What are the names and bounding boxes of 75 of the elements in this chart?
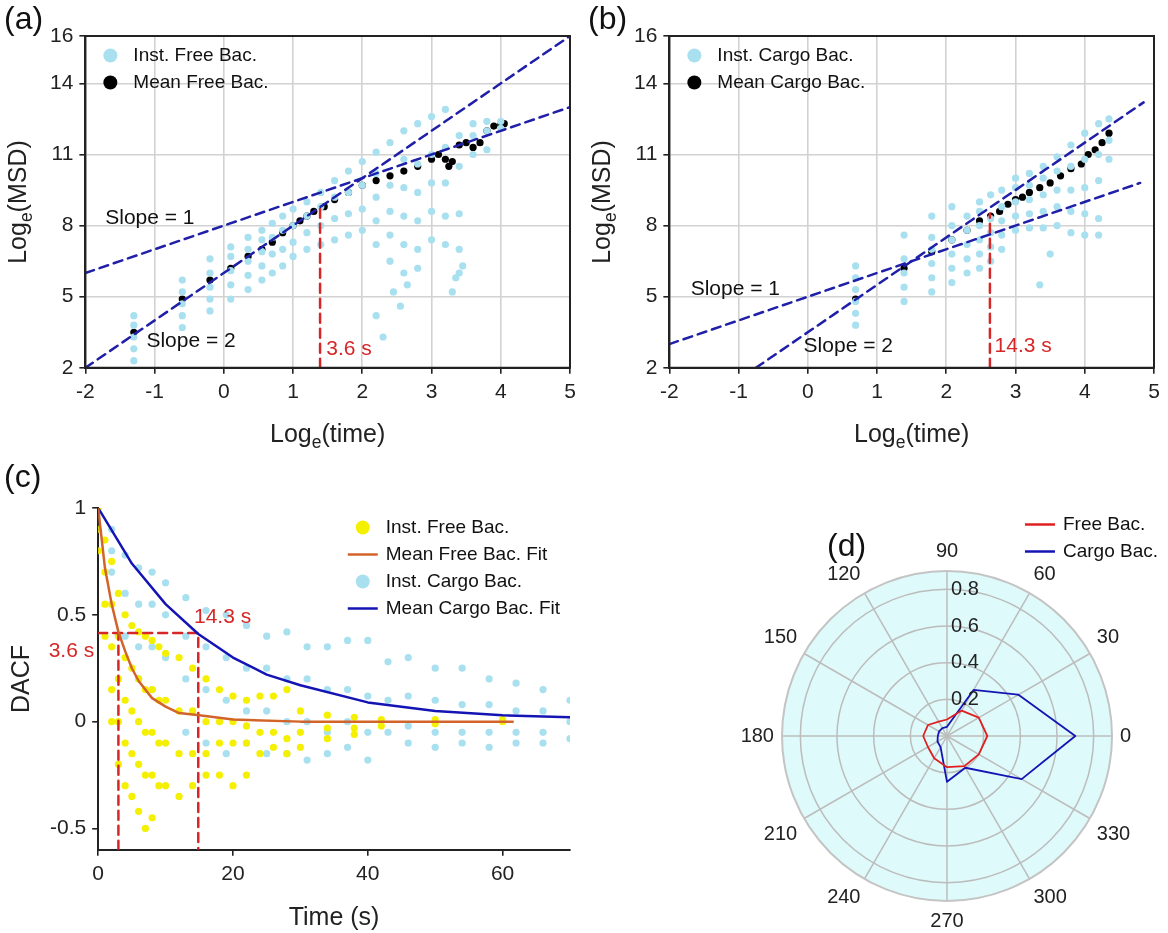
x-tick-label: 4 (1078, 379, 1091, 403)
annotation: Slope = 2 (803, 333, 893, 357)
spoke-label: 30 (1096, 625, 1120, 648)
y-tick-label: 0.6 (951, 613, 979, 636)
spoke-label: 270 (930, 908, 964, 931)
y-tick-label: 8 (645, 212, 658, 236)
chart-title: (b) (588, 0, 628, 37)
x-tick-label: 1 (871, 379, 883, 403)
y-tick-label: 16 (634, 22, 658, 46)
x-tick-label: 1 (287, 379, 299, 403)
legend-label: Mean Cargo Bac. (717, 70, 866, 92)
annotation: 14.3 s (994, 333, 1052, 357)
y-tick-label: 8 (61, 212, 74, 236)
spoke-label: 210 (763, 822, 798, 845)
x-tick-label: -2 (660, 379, 679, 403)
y-tick-label: 0.5 (56, 601, 87, 625)
annotation: 14.3 s (193, 603, 252, 627)
y-tick-label: 2 (61, 354, 74, 378)
x-tick-label: 5 (1148, 379, 1160, 403)
y-tick-label: 0.4 (951, 650, 979, 673)
y-tick-label: 11 (635, 141, 658, 165)
legend-label: Mean Free Bac. (133, 70, 269, 92)
legend-label: Mean Cargo Bac. Fit (385, 596, 561, 618)
y-tick-label: 5 (61, 283, 74, 307)
legend-label: Mean Free Bac. Fit (385, 542, 549, 564)
spoke-label: 330 (1096, 822, 1131, 845)
spoke-label: 90 (935, 538, 959, 561)
y-tick-label: 0 (74, 708, 87, 732)
x-tick-label: -2 (76, 379, 95, 403)
y-tick-label: 5 (645, 283, 658, 307)
annotation: Slope = 1 (105, 205, 195, 229)
chart-title: (c) (4, 458, 42, 495)
spoke-label: 240 (827, 885, 861, 908)
spoke-label: 60 (1033, 561, 1056, 584)
legend-label: Inst. Cargo Bac. (717, 43, 854, 65)
x-tick-label: 2 (356, 379, 369, 403)
y-tick-label: 14 (50, 70, 74, 94)
y-tick-label: 11 (51, 141, 74, 165)
x-tick-label: 4 (494, 379, 507, 403)
x-tick-label: 60 (490, 861, 515, 885)
x-axis-title: Time (s) (288, 902, 380, 931)
x-axis-title: Log$_{e}$(time) (270, 419, 386, 453)
legend-label: Inst. Free Bac. (385, 515, 510, 537)
x-tick-label: 3 (425, 379, 438, 403)
x-tick-label: -1 (145, 379, 164, 403)
x-tick-label: 40 (356, 861, 380, 885)
y-tick-label: 2 (645, 354, 658, 378)
x-tick-label: -1 (729, 379, 748, 403)
legend-label: Inst. Cargo Bac. (385, 569, 522, 591)
chart-title: (d) (827, 527, 867, 564)
x-tick-label: 3 (1009, 379, 1022, 403)
spoke-label: 0 (1120, 723, 1132, 746)
spoke-label: 150 (763, 625, 798, 648)
annotation: Slope = 1 (690, 276, 781, 300)
x-tick-label: 0 (801, 379, 814, 403)
x-tick-label: 5 (564, 379, 576, 403)
y-tick-label: 14 (634, 70, 658, 94)
text: 3.6 s (48, 638, 95, 662)
spoke-label: 300 (1033, 885, 1067, 908)
legend-label: Free Bac. (1062, 512, 1146, 534)
legend-label: Cargo Bac. (1062, 539, 1158, 561)
x-tick-label: 0 (217, 379, 230, 403)
x-axis-title: Log$_{e}$(time) (854, 419, 970, 453)
y-tick-label: -0.5 (50, 815, 87, 839)
annotation: 3.6 s (326, 335, 372, 359)
x-tick-label: 0 (92, 861, 105, 885)
y-tick-label: 1 (74, 494, 87, 518)
annotation: Slope = 2 (146, 328, 236, 352)
y-axis-title: DACF (5, 644, 35, 713)
y-tick-label: 0.8 (951, 576, 979, 599)
y-tick-label: 16 (50, 22, 74, 46)
legend-label: Inst. Free Bac. (133, 43, 257, 65)
chart-title: (a) (4, 0, 44, 37)
x-tick-label: 20 (221, 861, 245, 885)
spoke-label: 180 (740, 723, 774, 746)
